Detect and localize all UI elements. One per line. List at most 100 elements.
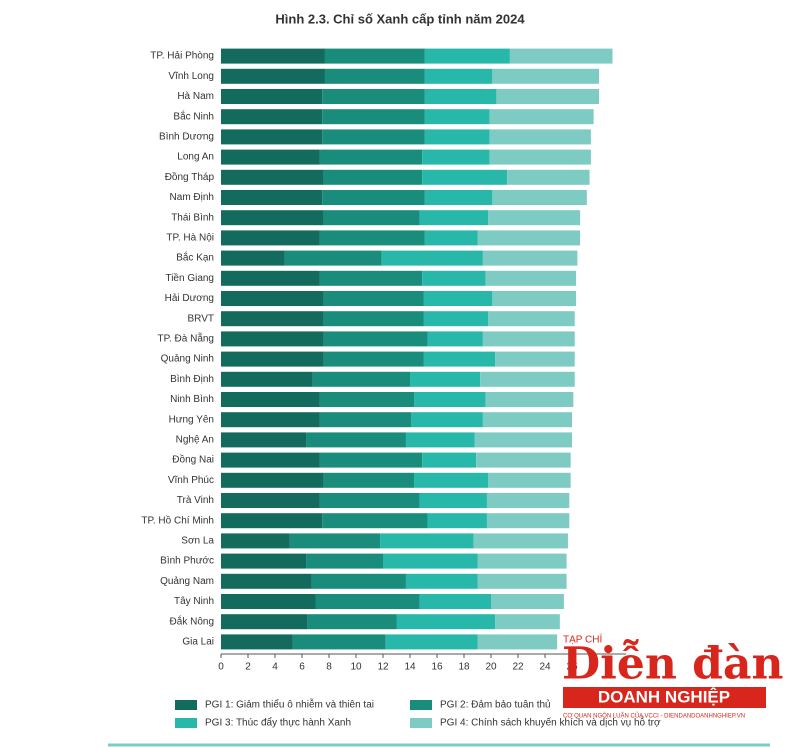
bar-segment <box>414 472 489 488</box>
bar-segment <box>221 311 324 327</box>
bar-segment <box>485 392 574 407</box>
bar-segment <box>323 311 424 327</box>
bar-segment <box>422 452 477 468</box>
bar-segment <box>221 472 324 488</box>
legend-label: PGI 3: Thúc đẩy thực hành Xanh <box>205 717 351 729</box>
category-label: TP. Đà Nẵng <box>157 332 214 345</box>
bar-segment <box>221 230 320 246</box>
bar-segment <box>474 432 572 448</box>
x-tick-label: 14 <box>404 662 416 673</box>
bar-segment <box>311 573 406 589</box>
bar-segment <box>422 149 490 165</box>
bar-segment <box>424 190 493 205</box>
bar-segment <box>323 169 423 185</box>
bar-segment <box>221 129 323 145</box>
category-label: Bình Định <box>170 374 214 385</box>
bar-segment <box>221 149 320 165</box>
bar-segment <box>424 129 490 145</box>
bar-segment <box>482 250 578 266</box>
category-label: Hưng Yên <box>169 414 214 425</box>
legend-label: PGI 4: Chính sách khuyến khích và dịch v… <box>440 716 661 729</box>
bar-segment <box>221 190 323 205</box>
bar-segment <box>488 472 571 488</box>
bar-segment <box>323 351 424 367</box>
bar-segment <box>381 250 483 266</box>
bar-segment <box>221 68 325 84</box>
bar-segment <box>307 614 397 630</box>
category-label: Gia Lai <box>182 637 214 648</box>
category-label: Hải Dương <box>165 293 214 304</box>
bar-segment <box>427 331 483 347</box>
bar-segment <box>380 533 474 549</box>
bar-segment <box>488 210 581 226</box>
bar-segment <box>489 109 594 125</box>
bar-segment <box>489 149 591 165</box>
category-label: Quảng Nam <box>160 576 214 587</box>
bar-segment <box>221 573 312 589</box>
bar-segment <box>411 412 483 428</box>
bar-segment <box>422 270 486 286</box>
bar-segment <box>312 371 410 387</box>
bar-segment <box>221 614 308 630</box>
bar-segment <box>306 553 383 569</box>
category-label: TP. Hải Phòng <box>150 51 214 62</box>
bar-segment <box>427 513 487 529</box>
bar-segment <box>221 331 324 347</box>
bar-segment <box>322 513 428 529</box>
legend-swatch <box>175 700 197 710</box>
bar-segment <box>423 351 496 367</box>
category-label: Hà Nam <box>177 91 214 102</box>
bar-segment <box>319 149 423 165</box>
watermark-box <box>563 687 766 708</box>
bar-segment <box>385 634 478 650</box>
bar-segment <box>480 371 575 387</box>
bar-segment <box>221 351 324 367</box>
x-tick-label: 0 <box>218 662 224 673</box>
bar-segment <box>482 331 575 347</box>
bar-segment <box>221 392 320 407</box>
legend-swatch <box>410 718 432 728</box>
bar-segment <box>477 573 567 589</box>
bar-segment <box>477 634 558 650</box>
bar-segment <box>221 169 324 185</box>
bar-segment <box>221 533 290 549</box>
bar-segment <box>488 311 575 327</box>
bar-segment <box>405 573 478 589</box>
bar-segment <box>221 109 323 125</box>
bar-segment <box>324 68 425 84</box>
bar-segment <box>221 513 323 529</box>
bar-segment <box>319 452 423 468</box>
category-label: Long An <box>177 152 214 163</box>
bar-segment <box>319 392 415 407</box>
legend-swatch <box>175 718 197 728</box>
category-label: Tiền Giang <box>165 272 214 284</box>
bar-segment <box>509 48 613 64</box>
category-label: Thái Bình <box>171 212 214 223</box>
watermark-sub: DOANH NGHIỆP <box>598 687 730 706</box>
bar-segment <box>221 48 325 64</box>
bar-segment <box>507 169 590 185</box>
category-label: BRVT <box>188 313 215 324</box>
bar-segment <box>424 68 493 84</box>
bar-segment <box>306 432 406 448</box>
bar-segment <box>414 392 486 407</box>
bar-segment <box>423 291 493 306</box>
x-tick-label: 6 <box>299 662 305 673</box>
bar-segment <box>410 371 481 387</box>
bar-segment <box>319 412 412 428</box>
category-label: Đắk Nông <box>170 614 214 627</box>
watermark-top: TẠP CHÍ <box>563 633 602 646</box>
category-label: Vĩnh Phúc <box>168 475 214 486</box>
bar-segment <box>496 89 599 104</box>
x-tick-label: 2 <box>245 662 251 673</box>
bar-segment <box>477 553 567 569</box>
bar-segment <box>422 169 508 185</box>
bar-segment <box>485 270 577 286</box>
bar-segment <box>221 412 320 428</box>
bar-segment <box>486 493 570 508</box>
category-label: TP. Hồ Chí Minh <box>141 514 214 526</box>
bar-segment <box>323 472 415 488</box>
bar-segment <box>322 190 425 205</box>
category-label: Trà Vinh <box>177 495 214 506</box>
